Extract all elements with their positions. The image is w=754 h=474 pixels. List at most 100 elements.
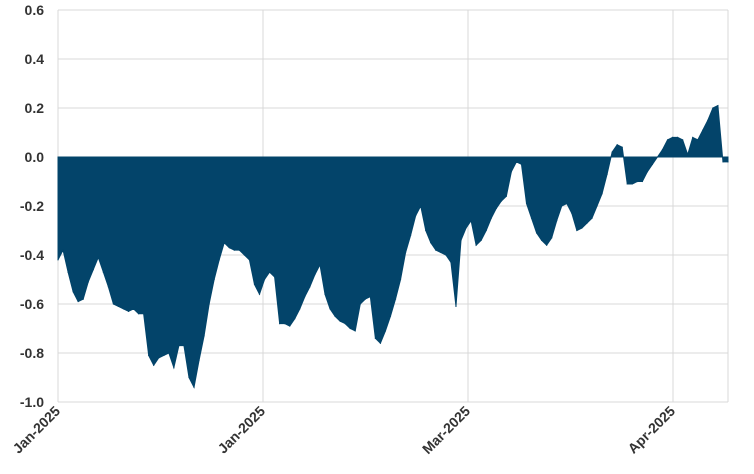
y-axis-ticks: 0.6 0.4 0.2 0.0 -0.2 -0.4 -0.6 -0.8 -1.0 — [20, 2, 44, 410]
data-point — [722, 161, 724, 163]
data-point — [561, 205, 563, 207]
data-point — [57, 259, 59, 261]
data-point — [87, 281, 89, 283]
data-point — [379, 342, 382, 344]
data-point — [77, 300, 79, 303]
data-point — [268, 271, 271, 273]
data-point — [425, 229, 427, 232]
data-point — [687, 153, 689, 156]
data-point — [153, 364, 155, 366]
data-point — [646, 171, 649, 173]
data-point — [173, 367, 175, 369]
x-axis-ticks: Jan-2025 Jan-2025 Mar-2025 Apr-2025 — [9, 403, 678, 457]
data-point — [203, 335, 205, 337]
data-point — [193, 386, 195, 388]
data-point — [641, 180, 643, 183]
data-point — [450, 261, 452, 263]
data-point — [107, 286, 109, 288]
data-point — [717, 104, 719, 107]
data-point — [465, 227, 467, 229]
data-point — [208, 303, 210, 305]
data-point — [546, 244, 548, 246]
data-point — [253, 283, 256, 285]
data-point — [692, 136, 694, 138]
data-point — [62, 249, 64, 251]
data-point — [455, 305, 457, 308]
data-point — [299, 308, 301, 310]
data-point — [374, 337, 376, 339]
data-point — [183, 345, 185, 347]
data-point — [626, 183, 628, 185]
data-point — [520, 163, 523, 165]
data-point — [682, 139, 684, 141]
data-point — [67, 271, 69, 273]
data-point — [339, 320, 341, 322]
data-point — [274, 276, 276, 278]
data-point — [304, 296, 306, 298]
data-point — [551, 237, 553, 239]
data-point — [671, 136, 674, 138]
data-point — [122, 308, 125, 310]
data-point — [571, 212, 573, 214]
data-point — [127, 310, 130, 312]
data-point — [399, 278, 402, 281]
data-point — [440, 251, 442, 254]
data-point — [475, 244, 477, 246]
data-point — [218, 259, 220, 261]
data-point — [677, 136, 679, 138]
data-point — [148, 354, 150, 357]
data-point — [566, 202, 568, 205]
data-point — [490, 217, 492, 219]
data-point — [97, 256, 99, 259]
data-point — [556, 220, 558, 222]
data-point — [596, 205, 598, 207]
data-point — [112, 303, 115, 305]
data-point — [495, 207, 497, 210]
data-point — [616, 144, 618, 146]
data-point — [445, 254, 447, 256]
data-point — [384, 330, 387, 332]
data-point — [309, 286, 311, 288]
data-point — [178, 345, 180, 347]
x-tick-label: Jan-2025 — [214, 403, 268, 457]
data-point — [651, 163, 654, 165]
data-point — [163, 354, 165, 357]
data-point — [470, 220, 472, 222]
data-point — [238, 249, 240, 251]
data-point — [420, 205, 422, 207]
data-point — [636, 180, 638, 183]
y-tick-label: 0.2 — [25, 100, 45, 116]
data-point — [535, 232, 538, 234]
data-point — [138, 313, 140, 315]
y-tick-label: 0.4 — [25, 51, 45, 67]
data-point — [198, 359, 200, 361]
data-point — [621, 146, 623, 148]
data-point — [530, 217, 533, 219]
data-point — [369, 296, 371, 298]
data-point — [243, 254, 245, 256]
data-point — [485, 229, 487, 232]
data-point — [631, 183, 633, 185]
data-point — [143, 313, 145, 315]
data-point — [389, 315, 392, 317]
data-point — [515, 161, 518, 163]
data-point — [415, 215, 417, 217]
data-point — [213, 278, 215, 281]
data-point — [233, 249, 235, 251]
data-point — [92, 269, 94, 271]
data-point — [601, 193, 603, 195]
data-point — [430, 242, 432, 244]
data-point — [606, 173, 608, 175]
y-tick-label: -0.4 — [20, 247, 44, 263]
data-point — [294, 318, 296, 320]
data-point — [324, 293, 326, 295]
data-point — [394, 298, 397, 300]
data-point — [354, 330, 356, 332]
data-point — [349, 327, 351, 330]
x-tick-label: Apr-2025 — [624, 403, 678, 457]
data-point — [258, 293, 261, 295]
data-point — [132, 308, 135, 310]
data-point — [435, 249, 437, 251]
data-point — [248, 259, 251, 261]
area-fill — [57, 104, 729, 389]
